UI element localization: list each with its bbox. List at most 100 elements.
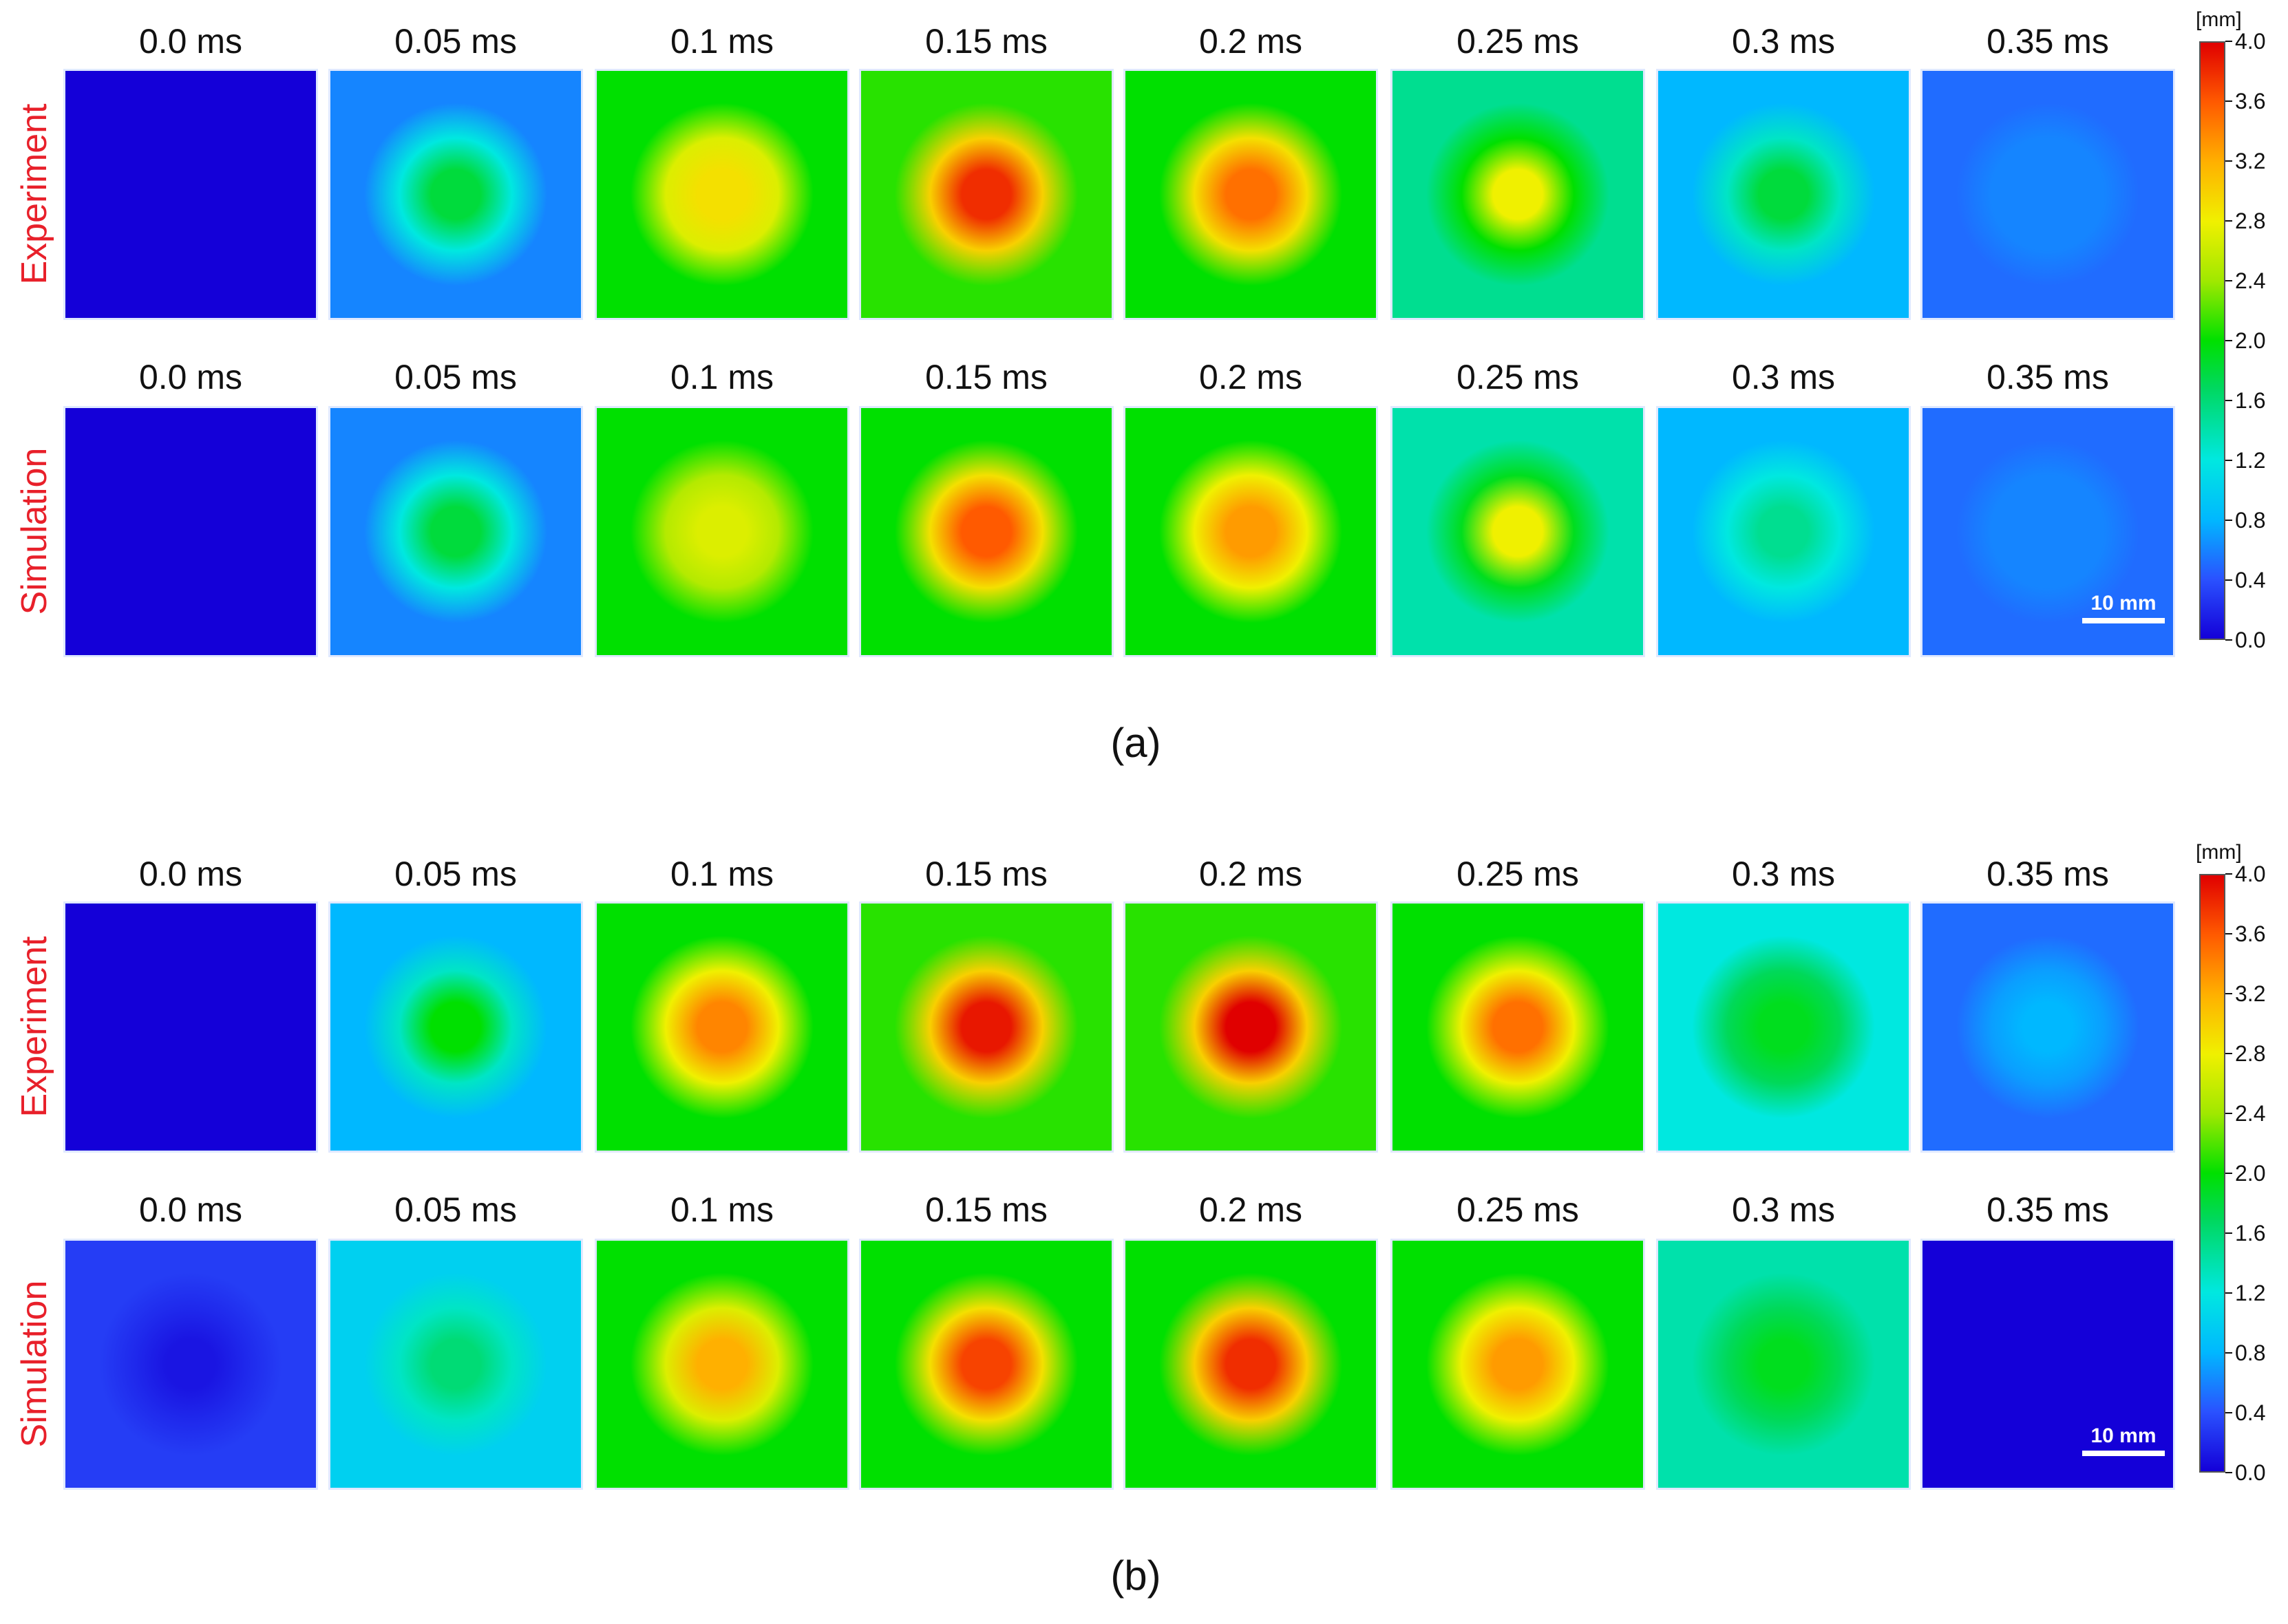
colorbar-tick-mark xyxy=(2225,579,2232,581)
colorbar-tick-mark xyxy=(2225,41,2232,42)
colorbar-tick-label: 1.6 xyxy=(2235,388,2266,413)
displacement-map xyxy=(1656,406,1911,657)
time-label: 0.0 ms xyxy=(138,22,243,61)
time-label: 0.1 ms xyxy=(670,358,774,396)
colorbar xyxy=(2199,41,2225,640)
colorbar-tick-label: 4.0 xyxy=(2235,862,2266,886)
time-label: 0.2 ms xyxy=(1198,358,1303,396)
displacement-map xyxy=(1123,406,1378,657)
displacement-map xyxy=(859,406,1114,657)
time-label: 0.15 ms xyxy=(925,855,1048,893)
colorbar-tick-mark xyxy=(2225,1412,2232,1413)
time-label: 0.2 ms xyxy=(1198,1190,1303,1229)
displacement-map xyxy=(1920,901,2175,1153)
panel-b: Experiment 0.0 ms 0.05 ms 0.1 ms 0.15 ms 0.2 … xyxy=(0,833,2288,1599)
colorbar-tick-mark xyxy=(2225,220,2232,222)
colorbar-tick-mark xyxy=(2225,1472,2232,1473)
displacement-map xyxy=(328,1239,583,1490)
colorbar-tick-label: 0.8 xyxy=(2235,508,2266,533)
time-label: 0.05 ms xyxy=(394,22,517,61)
displacement-map xyxy=(328,901,583,1153)
colorbar-tick-label: 3.6 xyxy=(2235,89,2266,114)
displacement-map xyxy=(1390,406,1645,657)
panel-caption: (b) xyxy=(1110,1552,1161,1599)
time-label: 0.25 ms xyxy=(1457,855,1579,893)
row-label-experiment: Experiment xyxy=(14,103,54,285)
displacement-map xyxy=(328,69,583,320)
panel-a: Experiment 0.0 ms 0.05 ms 0.1 ms 0.15 ms 0.2 … xyxy=(0,0,2288,766)
colorbar-tick-label: 0.0 xyxy=(2235,1460,2266,1485)
time-label: 0.05 ms xyxy=(394,855,517,893)
displacement-map xyxy=(859,901,1114,1153)
time-label: 0.1 ms xyxy=(670,1190,774,1229)
time-label: 0.1 ms xyxy=(670,22,774,61)
displacement-map xyxy=(1920,406,2175,657)
colorbar-tick-mark xyxy=(2225,873,2232,875)
colorbar xyxy=(2199,874,2225,1473)
time-label: 0.3 ms xyxy=(1731,1190,1836,1229)
displacement-map xyxy=(859,1239,1114,1490)
displacement-map xyxy=(595,901,849,1153)
row-label-simulation: Simulation xyxy=(14,1280,54,1448)
displacement-map xyxy=(328,406,583,657)
time-label: 0.05 ms xyxy=(394,358,517,396)
colorbar-tick-label: 2.8 xyxy=(2235,1041,2266,1066)
displacement-map xyxy=(1123,1239,1378,1490)
time-label: 0.35 ms xyxy=(1987,855,2109,893)
displacement-map xyxy=(1920,69,2175,320)
scale-bar-line xyxy=(2082,618,2165,623)
colorbar-tick-label: 0.8 xyxy=(2235,1340,2266,1365)
colorbar-tick-mark xyxy=(2225,100,2232,102)
time-label: 0.0 ms xyxy=(138,855,243,893)
time-label: 0.25 ms xyxy=(1457,1190,1579,1229)
time-label: 0.25 ms xyxy=(1457,358,1579,396)
time-label: 0.1 ms xyxy=(670,855,774,893)
colorbar-tick-mark xyxy=(2225,1053,2232,1054)
colorbar-tick-mark xyxy=(2225,280,2232,281)
time-label: 0.35 ms xyxy=(1987,1190,2109,1229)
colorbar-tick-mark xyxy=(2225,933,2232,934)
colorbar-tick-label: 2.4 xyxy=(2235,268,2266,293)
displacement-map xyxy=(63,69,318,320)
displacement-map xyxy=(859,69,1114,320)
time-label: 0.05 ms xyxy=(394,1190,517,1229)
displacement-map xyxy=(1390,1239,1645,1490)
colorbar-tick-label: 4.0 xyxy=(2235,29,2266,54)
time-label: 0.3 ms xyxy=(1731,358,1836,396)
time-label: 0.35 ms xyxy=(1987,358,2109,396)
displacement-map xyxy=(595,1239,849,1490)
colorbar-unit: [mm] xyxy=(2196,8,2242,31)
colorbar-tick-mark xyxy=(2225,340,2232,341)
panel-caption: (a) xyxy=(1110,720,1161,766)
displacement-map xyxy=(595,406,849,657)
row-label-simulation: Simulation xyxy=(14,447,54,615)
colorbar-tick-mark xyxy=(2225,460,2232,461)
colorbar-tick-label: 3.2 xyxy=(2235,981,2266,1006)
time-label: 0.15 ms xyxy=(925,1190,1048,1229)
displacement-map xyxy=(595,69,849,320)
displacement-map xyxy=(1390,901,1645,1153)
displacement-map xyxy=(63,406,318,657)
colorbar-tick-label: 1.2 xyxy=(2235,448,2266,473)
scale-bar-label: 10 mm xyxy=(2090,592,2157,615)
colorbar-tick-label: 2.4 xyxy=(2235,1101,2266,1126)
colorbar-tick-label: 0.0 xyxy=(2235,628,2266,652)
time-label: 0.0 ms xyxy=(138,358,243,396)
time-label: 0.35 ms xyxy=(1987,22,2109,61)
scale-bar: 10 mm xyxy=(2079,1424,2168,1456)
colorbar-tick-mark xyxy=(2225,1232,2232,1234)
displacement-map xyxy=(1656,901,1911,1153)
colorbar-tick-mark xyxy=(2225,400,2232,401)
colorbar-tick-mark xyxy=(2225,160,2232,162)
time-label: 0.15 ms xyxy=(925,22,1048,61)
displacement-map xyxy=(1123,901,1378,1153)
scale-bar-line xyxy=(2082,1451,2165,1456)
time-label: 0.3 ms xyxy=(1731,855,1836,893)
displacement-map xyxy=(1123,69,1378,320)
displacement-map xyxy=(1920,1239,2175,1490)
scale-bar-label: 10 mm xyxy=(2090,1424,2157,1447)
colorbar-tick-mark xyxy=(2225,993,2232,994)
scale-bar: 10 mm xyxy=(2079,592,2168,623)
colorbar-tick-mark xyxy=(2225,1113,2232,1114)
